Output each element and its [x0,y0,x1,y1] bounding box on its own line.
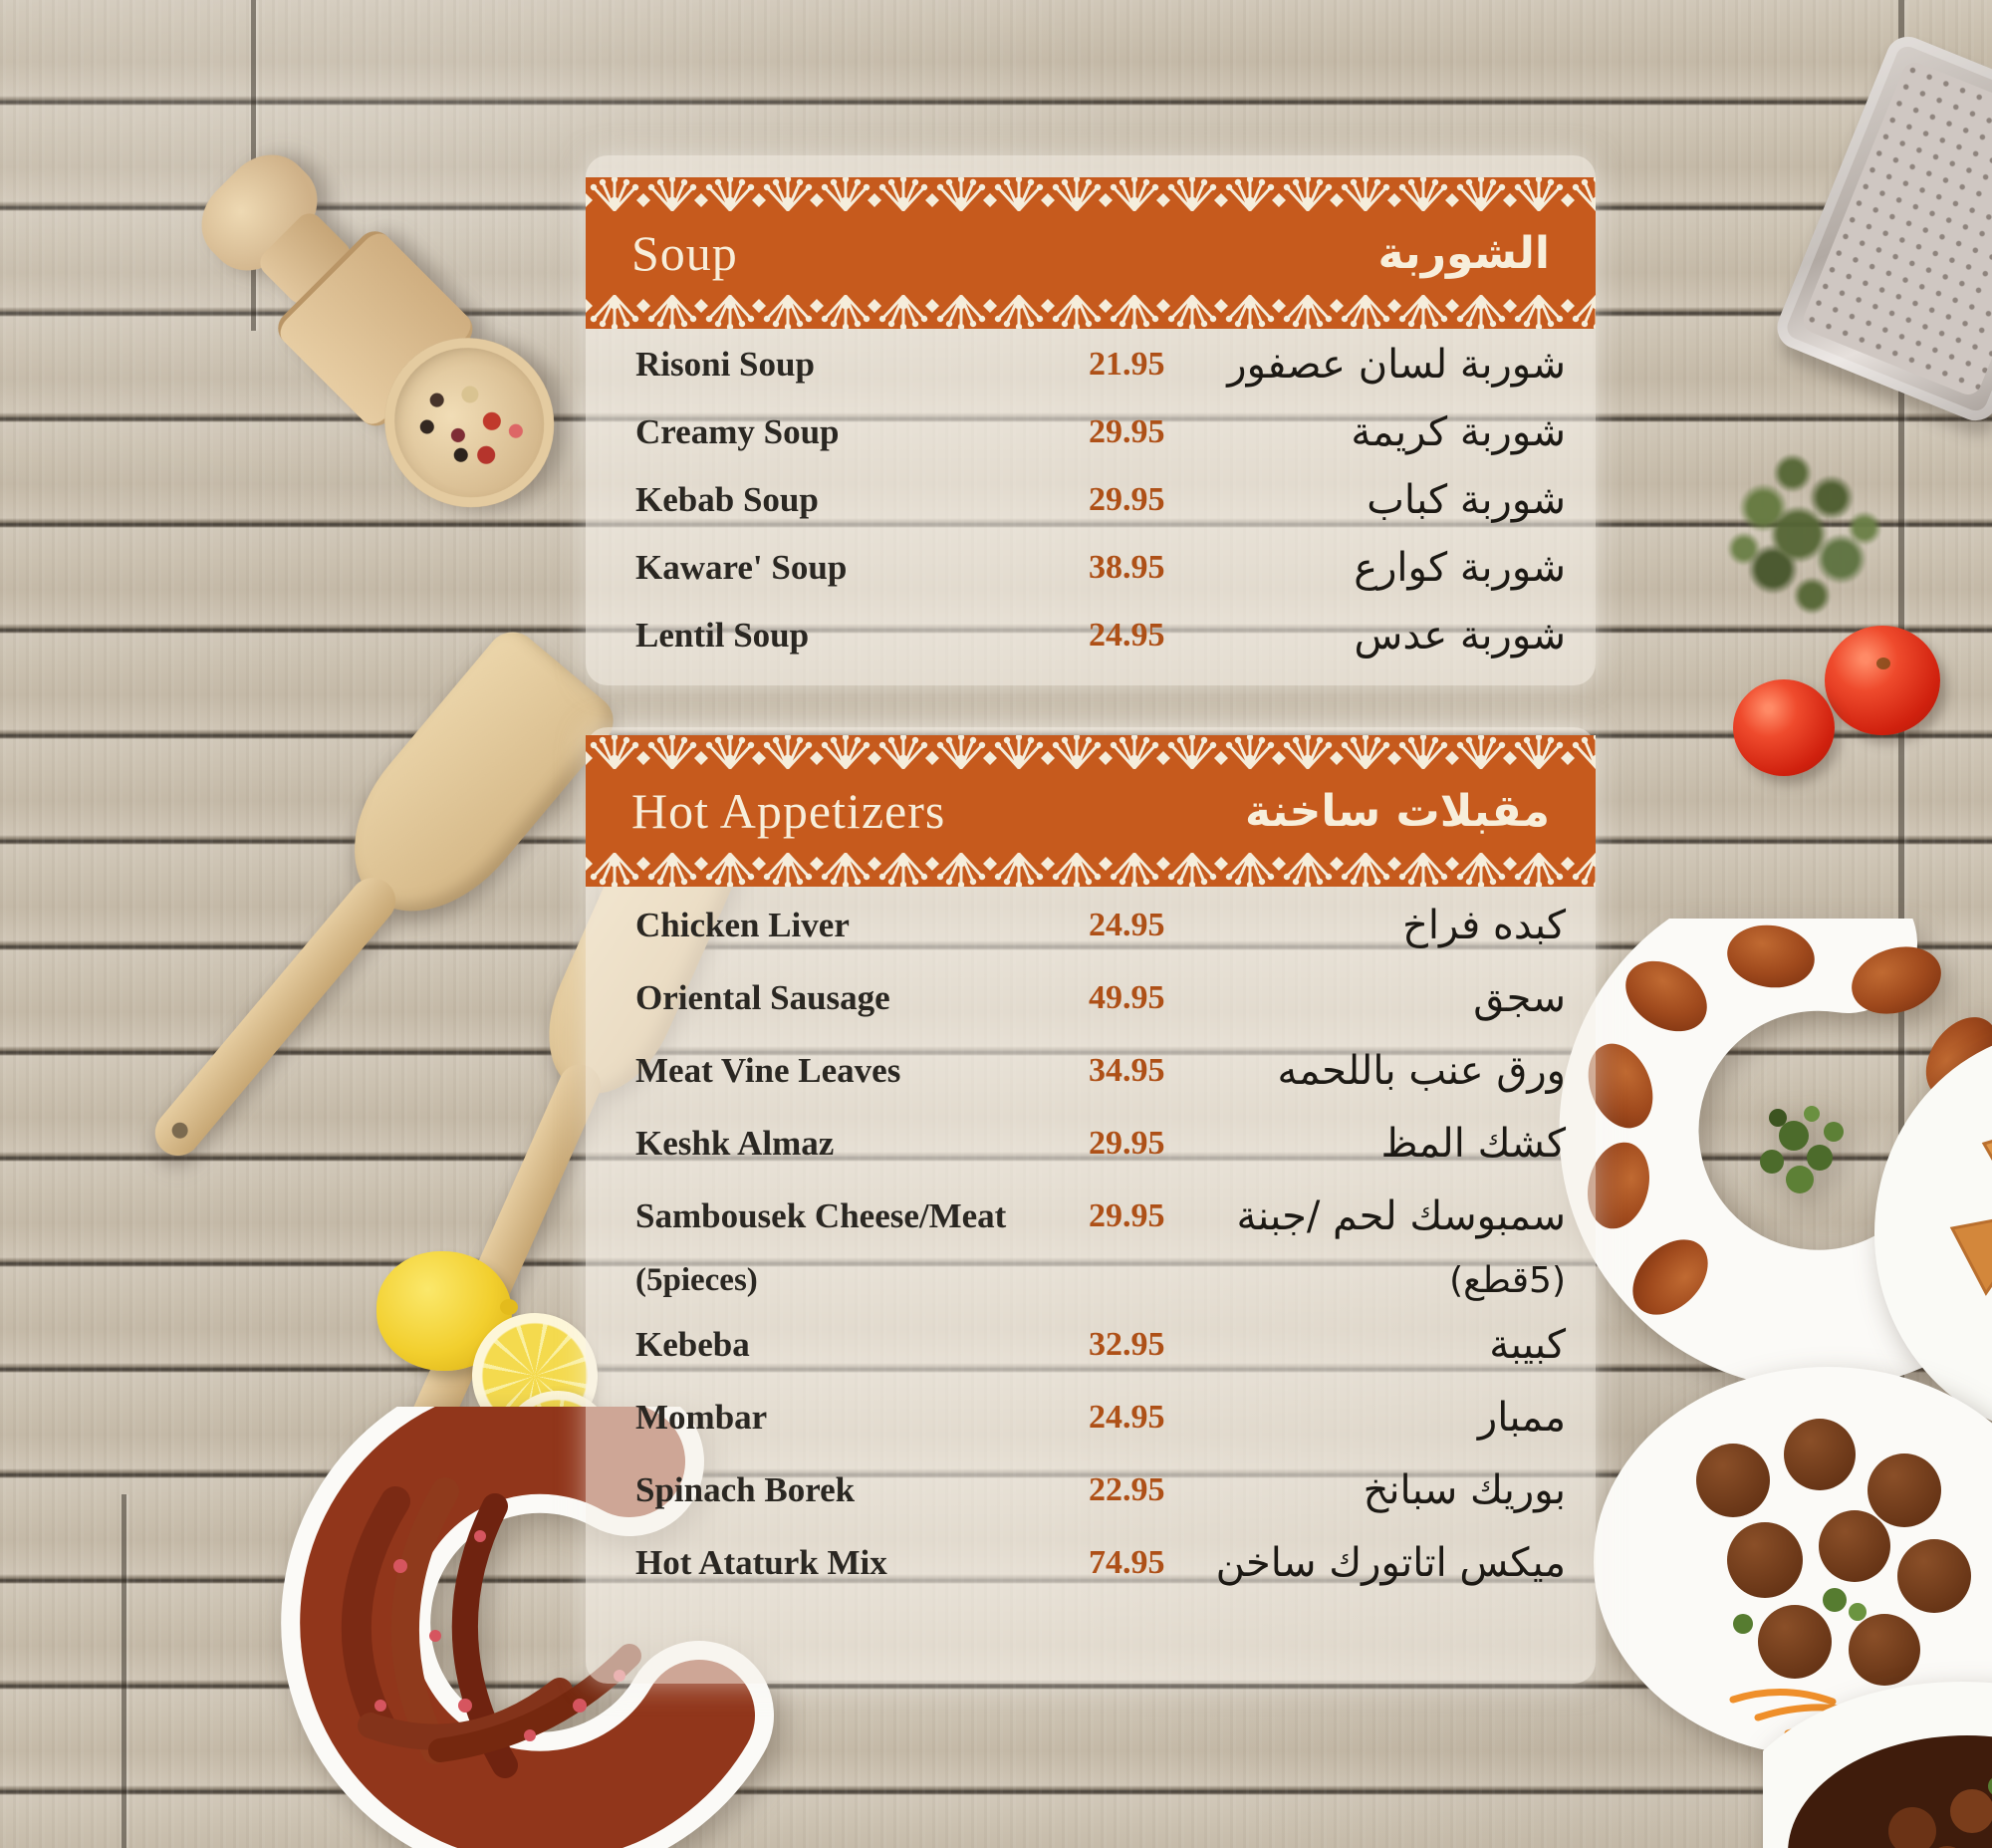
menu-item-row: Mombar 24.95 ممبار [635,1381,1566,1453]
item-name-ar: شوربة عدس [1354,613,1566,659]
item-price: 22.95 [1089,1470,1165,1508]
sausage-dish-photo [281,1407,774,1848]
lace-border-top [586,177,1596,211]
item-name-ar: ورق عنب باللحمه [1277,1047,1566,1094]
menu-item-row: Kebeba 32.95 كبيبة [635,1308,1566,1381]
section-title-en: Hot Appetizers [631,783,946,839]
item-name-en: Risoni Soup [635,345,815,384]
wooden-scoop-photo [160,114,597,550]
lace-border-bottom [586,853,1596,887]
item-name-en: Creamy Soup [635,412,840,451]
item-name-ar: كبيبة [1489,1321,1566,1368]
item-name-en: Mombar [635,1397,768,1437]
meatball-plate-photo [1594,1367,1992,1757]
lace-border-bottom [586,295,1596,329]
item-price: 49.95 [1089,978,1165,1016]
menu-item-row: Hot Ataturk Mix 74.95 ميكس اتاتورك ساخن [635,1526,1566,1599]
item-name-en: Keshk Almaz [635,1123,835,1163]
menu-item-row: Spinach Borek 22.95 بوريك سبانخ [635,1453,1566,1526]
item-price: 24.95 [1089,1398,1165,1436]
menu-item-row: Sambousek Cheese/Meat 29.95 سمبوسك لحم /… [635,1180,1566,1252]
stew-dish-photo [1763,1682,1992,1848]
item-price: 21.95 [1089,346,1165,383]
item-name-ar: ممبار [1477,1394,1566,1441]
section-title-ar: مقبلات ساخنة [1245,785,1550,837]
lace-border-top [586,735,1596,769]
section-header: Hot Appetizers مقبلات ساخنة [586,735,1596,887]
item-note-en: (5pieces) [635,1261,758,1298]
item-name-en: Kebeba [635,1324,750,1364]
menu-item-row: Oriental Sausage 49.95 سجق [635,961,1566,1034]
item-name-en: Lentil Soup [635,616,810,655]
section-title-band: Soup الشوربة [586,211,1596,295]
tomato-photo [1825,626,1940,735]
item-name-en: Kebab Soup [635,480,819,519]
item-name-ar: كشك المظ [1380,1120,1566,1167]
item-name-ar: كبده فراخ [1402,902,1566,948]
item-price: 29.95 [1089,1124,1165,1162]
menu-item-row: Risoni Soup 21.95 شوربة لسان عصفور [635,331,1566,398]
item-price: 74.95 [1089,1543,1165,1581]
metal-grater-photo [1770,30,1992,427]
menu-item-row: Chicken Liver 24.95 كبده فراخ [635,889,1566,961]
item-name-ar: شوربة كريمة [1351,409,1566,455]
item-name-ar: سمبوسك لحم /جبنة [1236,1192,1566,1239]
item-name-en: Meat Vine Leaves [635,1050,901,1090]
menu-item-row: Lentil Soup 24.95 شوربة عدس [635,602,1566,669]
section-title-ar: الشوربة [1377,227,1551,279]
dried-herbs-photo [1705,436,1899,641]
item-name-ar: شوربة لسان عصفور [1227,342,1566,388]
spatula-handle [145,868,405,1166]
item-price: 29.95 [1089,1196,1165,1234]
item-price: 34.95 [1089,1051,1165,1089]
menu-item-row: Kaware' Soup 38.95 شوربة كوارع [635,534,1566,602]
item-name-en: Hot Ataturk Mix [635,1542,887,1582]
section-title-en: Soup [631,225,738,281]
menu-section-soup: Soup الشوربة [586,155,1596,685]
item-name-ar: سجق [1473,974,1566,1021]
item-name-en: Sambousek Cheese/Meat [635,1195,1007,1235]
section-header: Soup الشوربة [586,177,1596,329]
item-name-ar: شوربة كوارع [1354,545,1566,591]
item-price: 29.95 [1089,481,1165,518]
menu-item-note-row: (5pieces) (5قطع) [635,1252,1566,1308]
menu-section-hot-appetizers: Hot Appetizers مقبلات ساخنة [586,727,1596,1684]
tomato-photo [1733,679,1835,776]
item-name-en: Spinach Borek [635,1469,856,1509]
item-price: 24.95 [1089,617,1165,654]
item-name-en: Chicken Liver [635,905,850,944]
item-price: 32.95 [1089,1325,1165,1363]
item-name-en: Oriental Sausage [635,977,890,1017]
item-name-ar: بوريك سبانخ [1363,1466,1566,1513]
item-name-ar: شوربة كباب [1367,477,1566,523]
item-price: 38.95 [1089,549,1165,586]
menu-items: Risoni Soup 21.95 شوربة لسان عصفور Cream… [586,329,1596,669]
menu-item-row: Creamy Soup 29.95 شوربة كريمة [635,398,1566,466]
menu-item-row: Meat Vine Leaves 34.95 ورق عنب باللحمه [635,1034,1566,1107]
item-price: 24.95 [1089,906,1165,943]
menu-item-row: Kebab Soup 29.95 شوربة كباب [635,466,1566,534]
wood-plank-seam [122,1494,126,1848]
section-title-band: Hot Appetizers مقبلات ساخنة [586,769,1596,853]
menu-item-row: Keshk Almaz 29.95 كشك المظ [635,1107,1566,1180]
item-name-en: Kaware' Soup [635,548,848,587]
menu-items: Chicken Liver 24.95 كبده فراخ Oriental S… [586,887,1596,1599]
item-name-ar: ميكس اتاتورك ساخن [1215,1539,1566,1586]
samosa-plate-photo [1874,1045,1992,1422]
item-price: 29.95 [1089,413,1165,450]
item-note-ar: (5قطع) [1449,1259,1566,1301]
